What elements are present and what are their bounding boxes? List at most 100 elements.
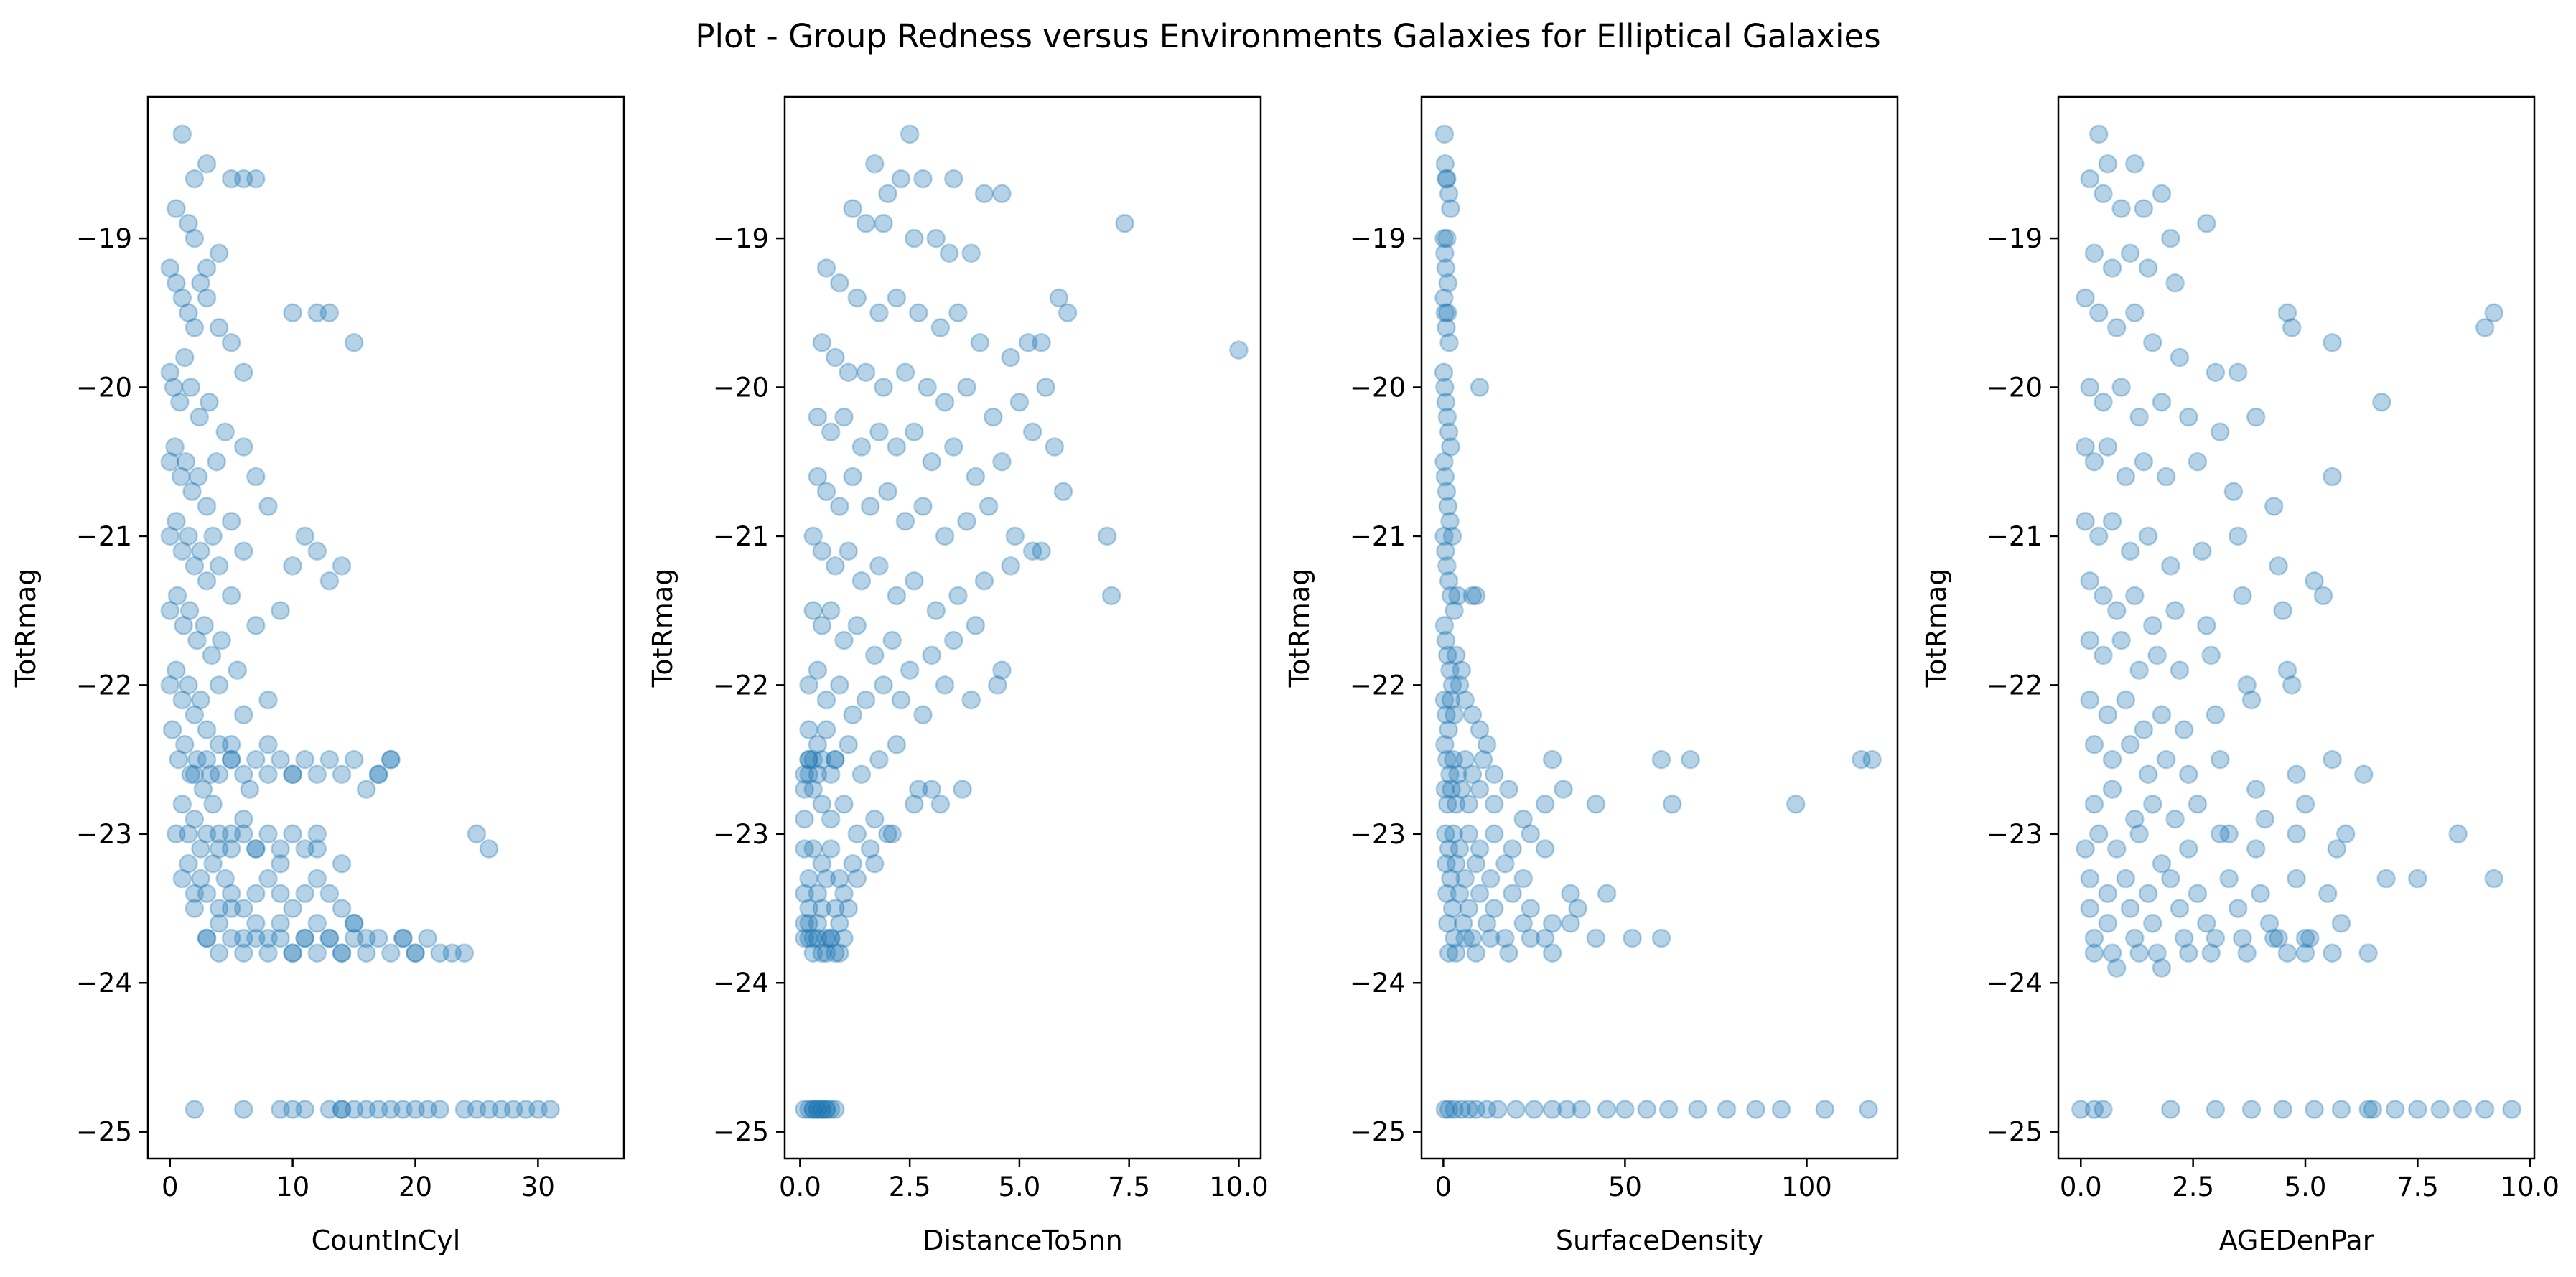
scatter-point (2165, 809, 2185, 829)
scatter-point (2475, 1100, 2495, 1119)
scatter-point (2107, 839, 2127, 859)
scatter-point (2125, 586, 2145, 606)
scatter-point (221, 511, 241, 531)
scatter-point (816, 690, 836, 710)
scatter-point (803, 1100, 823, 1119)
scatter-point (209, 735, 229, 754)
scatter-point (295, 526, 314, 546)
scatter-point (491, 1100, 511, 1119)
scatter-point (1435, 303, 1455, 323)
scatter-point (221, 749, 241, 770)
scatter-point (808, 928, 828, 948)
scatter-point (221, 735, 241, 754)
y-tick-label: −22 (1350, 670, 1406, 701)
scatter-point (2094, 392, 2113, 412)
scatter-point (1586, 928, 1606, 948)
scatter-point (332, 854, 352, 874)
scatter-point (974, 184, 994, 204)
scatter-point (215, 869, 235, 889)
scatter-point (181, 764, 201, 785)
scatter-point (1459, 899, 1479, 918)
scatter-point (1435, 1100, 1455, 1119)
scatter-point (812, 333, 832, 352)
scatter-point (195, 616, 214, 635)
scatter-point (2107, 601, 2127, 620)
scatter-point (2084, 795, 2104, 814)
scatter-point (1445, 705, 1464, 725)
scatter-point (1438, 645, 1457, 665)
y-tick-label: −19 (76, 223, 132, 254)
subplot-1: 0 10 20 30 −25 −24 −23 −22 −21 −20 −19 CountInCyl To… (10, 95, 625, 1256)
scatter-point (2277, 660, 2297, 680)
scatter-point (2076, 511, 2095, 531)
scatter-point (1459, 795, 1479, 814)
scatter-point (191, 541, 210, 561)
scatter-point (2223, 482, 2244, 501)
scatter-point (454, 943, 475, 963)
axes-frame (146, 95, 625, 1160)
scatter-point (2174, 720, 2194, 739)
scatter-point (171, 467, 191, 487)
scatter-point (1586, 795, 1606, 814)
scatter-point (167, 199, 186, 218)
scatter-point (1436, 630, 1456, 650)
scatter-point (2120, 243, 2140, 263)
scatter-point (209, 899, 229, 918)
scatter-point (1568, 899, 1587, 918)
scatter-point (1488, 1100, 1508, 1119)
scatter-point (191, 273, 210, 293)
scatter-point (913, 705, 933, 725)
scatter-point (2107, 958, 2127, 978)
scatter-point (895, 362, 915, 383)
scatter-point (812, 1100, 832, 1119)
scatter-point (185, 899, 205, 918)
scatter-point (209, 318, 229, 337)
scatter-point (1437, 169, 1457, 189)
scatter-point (246, 914, 266, 933)
scatter-point (164, 378, 184, 397)
scatter-point (1470, 780, 1490, 799)
scatter-point (1452, 660, 1471, 680)
subplot-2: 0.0 2.5 5.0 7.5 10.0 −25 −24 −23 −22 −21 −20 −19 Dis… (647, 95, 1269, 1256)
scatter-point (2295, 943, 2315, 963)
scatter-point (847, 288, 867, 308)
scatter-point (1470, 720, 1490, 739)
scatter-point (2246, 407, 2266, 427)
scatter-point (2152, 854, 2172, 874)
scatter-point (2210, 422, 2230, 441)
scatter-point (295, 928, 314, 948)
scatter-point (307, 943, 327, 963)
scatter-point (887, 288, 907, 308)
scatter-point (834, 407, 854, 427)
scatter-point (200, 392, 219, 412)
scatter-point (188, 467, 208, 487)
scatter-point (816, 1100, 836, 1119)
scatter-point (1542, 1100, 1562, 1119)
scatter-point (1688, 1100, 1707, 1119)
scatter-point (2080, 899, 2100, 918)
scatter-point (197, 884, 217, 904)
scatter-point (821, 928, 841, 948)
scatter-point (2125, 809, 2145, 829)
scatter-point (381, 1100, 401, 1119)
scatter-point (406, 943, 425, 963)
scatter-point (1453, 914, 1473, 933)
scatter-point (179, 675, 198, 695)
scatter-point (905, 228, 924, 248)
scatter-point (2358, 1100, 2378, 1119)
scatter-point (834, 630, 854, 650)
scatter-point (826, 749, 845, 770)
scatter-point (197, 824, 217, 844)
scatter-point (799, 749, 818, 770)
scatter-point (826, 347, 845, 368)
scatter-point (271, 854, 290, 874)
scatter-point (2179, 839, 2198, 859)
x-tick-label: 7.5 (1108, 1171, 1150, 1202)
scatter-point (2273, 601, 2292, 620)
scatter-point (1441, 690, 1461, 710)
scatter-point (295, 749, 314, 770)
scatter-point (1442, 899, 1462, 918)
scatter-point (246, 616, 266, 635)
scatter-point (344, 749, 364, 770)
scatter-point (1022, 541, 1042, 561)
